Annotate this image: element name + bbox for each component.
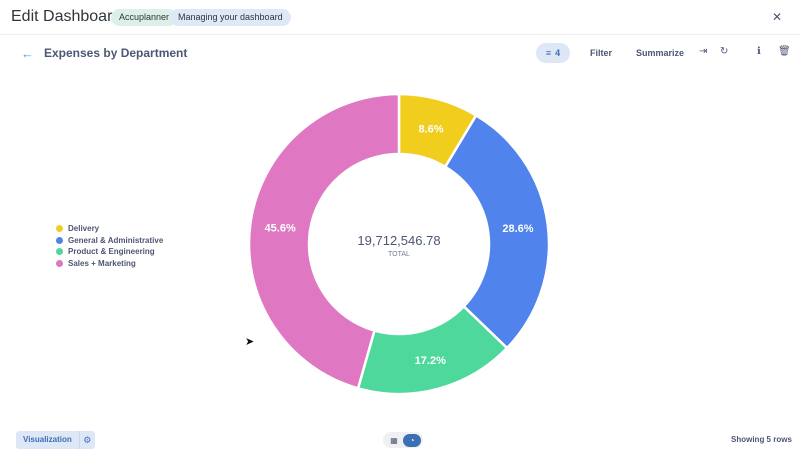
trash-icon[interactable]: 🗑	[778, 46, 791, 57]
donut-slice-1[interactable]	[443, 113, 551, 350]
legend-item[interactable]: Product & Engineering	[56, 246, 163, 258]
slice-label-3: 45.6%	[265, 222, 296, 234]
chart-view-icon[interactable]: ◔	[403, 433, 421, 447]
legend-dot	[56, 259, 63, 267]
legend-label: Sales + Marketing	[68, 258, 136, 268]
mouse-cursor-icon: ➤	[245, 336, 255, 348]
slice-label-1: 28.6%	[502, 223, 533, 235]
chart-total-value: 19,712,546.78	[357, 233, 440, 248]
top-bar: Edit Dashboard Accuplanner Managing your…	[0, 0, 800, 35]
close-icon[interactable]: ✕	[772, 10, 783, 24]
legend-label: General & Administrative	[68, 235, 164, 245]
donut-slice-3[interactable]	[247, 92, 401, 390]
filter-count-button[interactable]: ≡ 4	[536, 43, 570, 63]
back-arrow-icon[interactable]: ←	[21, 46, 34, 61]
legend-dot	[56, 236, 63, 244]
table-view-icon[interactable]: ▦	[390, 435, 398, 445]
refresh-icon[interactable]: ↻	[720, 46, 729, 57]
legend-item[interactable]: Sales + Marketing	[56, 258, 163, 270]
legend-label: Delivery	[68, 224, 100, 234]
visualization-controls: Visualization ⚙	[16, 431, 95, 449]
slice-label-2: 17.2%	[415, 355, 446, 367]
gear-icon[interactable]: ⚙	[78, 431, 95, 449]
page-title: Edit Dashboard	[11, 8, 122, 25]
context-badge[interactable]: Managing your dashboard	[170, 9, 291, 26]
view-toggle: ▦ ◔	[383, 432, 423, 448]
summarize-button[interactable]: Summarize	[636, 48, 685, 58]
column-toggle-icon[interactable]: ⇥	[699, 46, 708, 57]
info-icon[interactable]: ℹ	[757, 46, 761, 57]
filter-button[interactable]: Filter	[590, 48, 613, 58]
question-title: Expenses by Department	[44, 46, 188, 60]
slice-label-0: 8.6%	[418, 123, 443, 135]
legend-dot	[56, 248, 63, 256]
legend-dot	[56, 225, 63, 233]
filter-count: 4	[555, 48, 561, 58]
legend-label: Product & Engineering	[68, 247, 155, 257]
legend-item[interactable]: General & Administrative	[56, 235, 163, 247]
legend-item[interactable]: Delivery	[56, 223, 163, 235]
visualization-button[interactable]: Visualization	[16, 431, 79, 449]
filter-lines-icon: ≡	[545, 48, 552, 58]
app-badge[interactable]: Accuplanner	[111, 9, 178, 26]
chart-legend: Delivery General & Administrative Produc…	[56, 223, 163, 269]
row-count: Showing 5 rows	[731, 435, 792, 444]
chart-total-label: TOTAL	[388, 251, 410, 258]
